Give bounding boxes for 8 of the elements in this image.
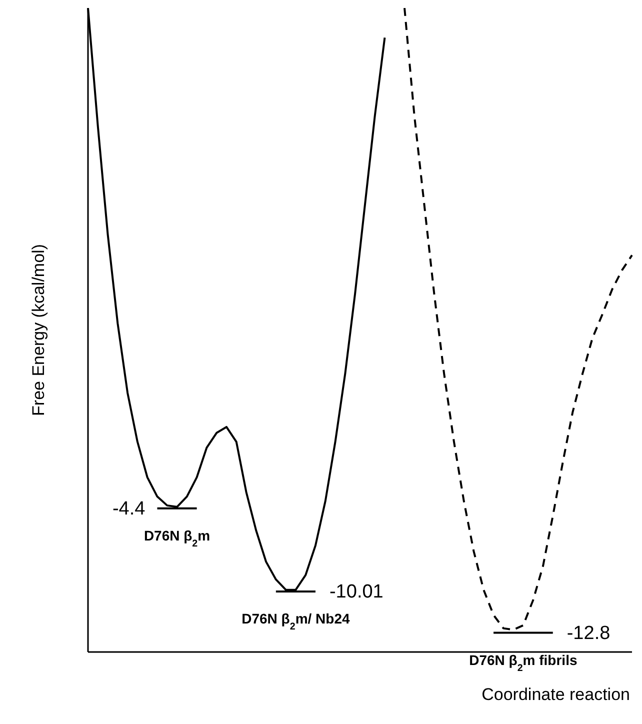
- data-label: -10.01: [329, 581, 384, 602]
- data-label: -4.4: [112, 498, 146, 520]
- x-axis-title: Coordinate reaction: [482, 685, 630, 704]
- annotation: D76N β$_{2}$m/ Nb24: [242, 610, 350, 632]
- data-label: -12.8: [566, 622, 610, 644]
- y-axis-title: Free Energy (kcal/mol): [29, 244, 48, 416]
- annotation: D76N β$_{2}$m fibrils: [469, 652, 578, 674]
- annotation: D76N β$_{2}$m: [144, 527, 210, 549]
